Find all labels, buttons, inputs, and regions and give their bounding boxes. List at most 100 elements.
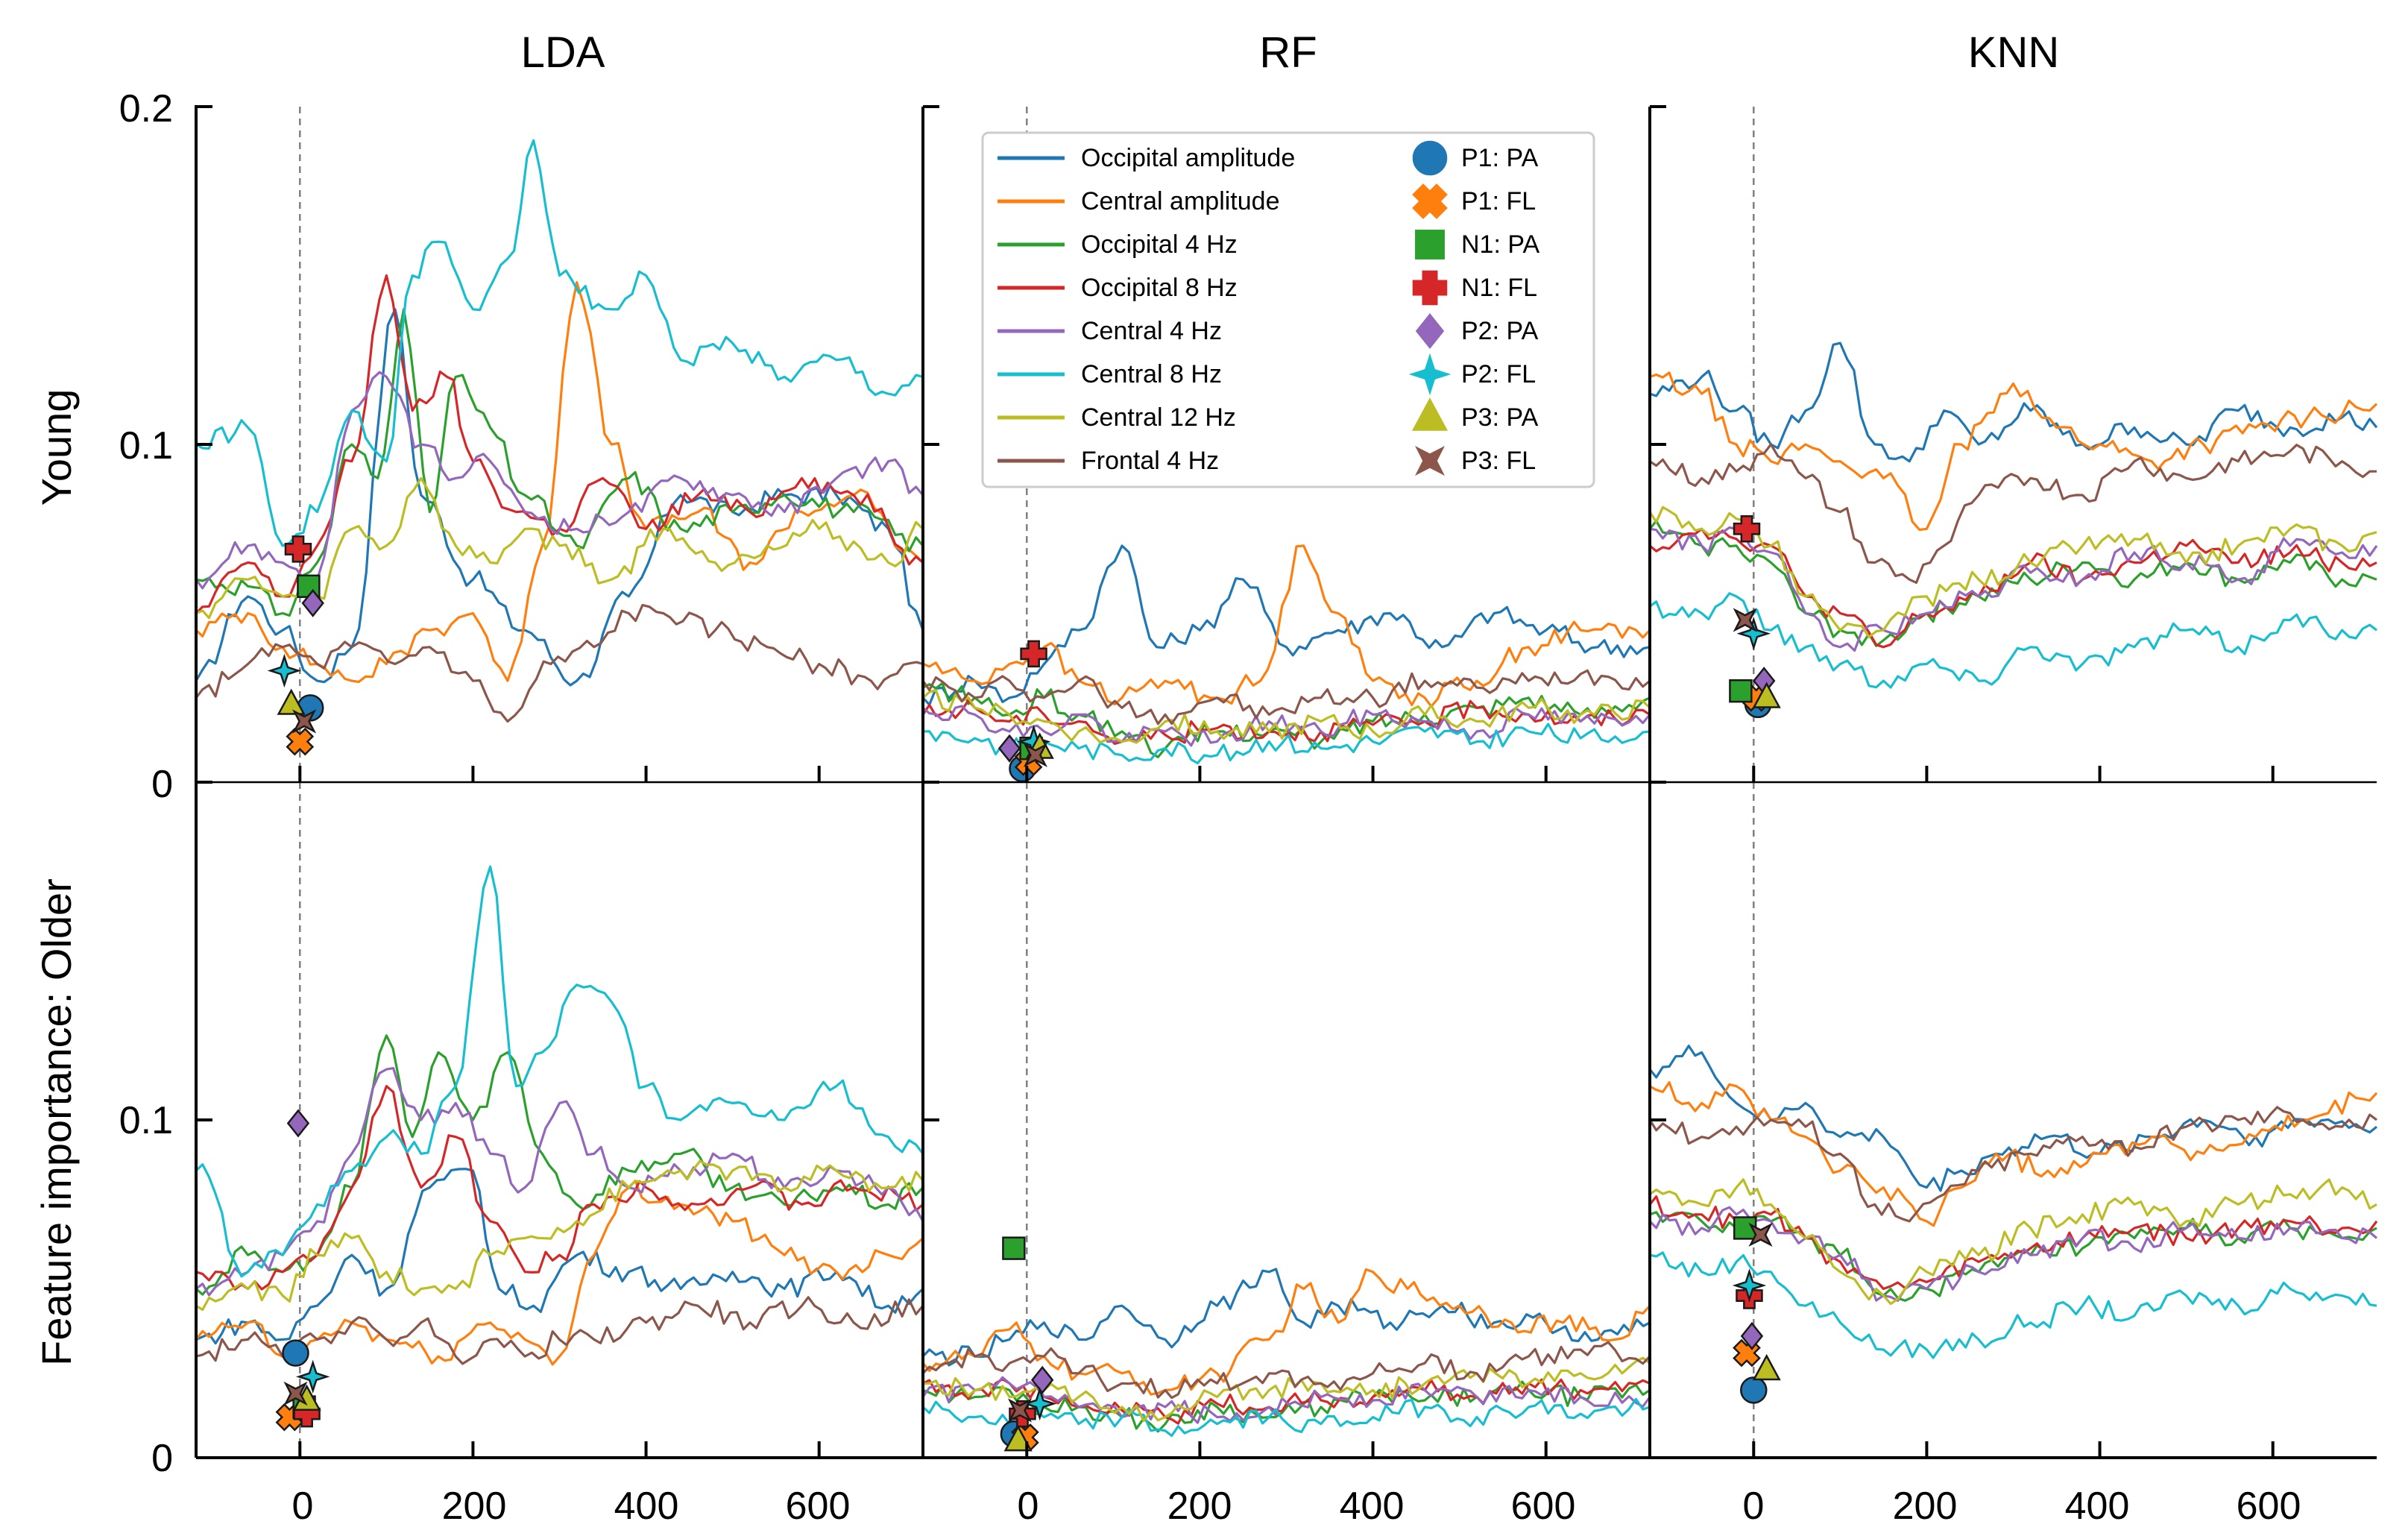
legend-label-p2-fl: P2: FL [1461,360,1536,388]
series-line-fro-4 [1648,1106,2377,1223]
marker-p2-pa [1030,1365,1054,1394]
marker-p2-pa [1740,1321,1764,1350]
x-tick-label: 600 [1511,1485,1576,1528]
legend-label-n1-pa: N1: PA [1461,230,1540,259]
series-line-cen-12 [1648,506,2377,638]
series-line-cen-12 [195,1159,924,1312]
series-line-cen-8 [1649,1251,2377,1359]
marker-n1-fl [1020,640,1047,668]
x-tick-label: 200 [1167,1485,1232,1528]
series-line-cen-4 [921,1376,1651,1424]
row-label-older: Feature importance: Older [33,878,80,1366]
series-line-cen-12 [1649,1178,2377,1306]
x-tick-label: 0 [1743,1485,1765,1528]
legend-label-central-12hz: Central 12 Hz [1081,403,1236,432]
series-line-cen-8 [195,139,924,547]
series-line-cen-4 [921,705,1651,747]
marker-n1-fl [1733,515,1761,543]
marker-p1-pa [282,1339,309,1367]
series-line-cen-4 [1649,526,2378,652]
legend-label-p2-pa: P2: PA [1461,317,1539,345]
series-line-cen-8 [195,865,924,1278]
legend-label-occipital-8hz: Occipital 8 Hz [1081,274,1238,302]
series-line-occ-8 [1648,1195,2378,1291]
x-tick-label: 600 [2237,1485,2301,1528]
legend-label-central-4hz: Central 4 Hz [1081,317,1222,345]
marker-n1-pa [1729,679,1753,703]
marker-p2-fl [1736,616,1771,651]
y-tick-label-bottom-01: 0.1 [119,1099,173,1142]
x-tick-label: 400 [2065,1485,2130,1528]
legend-label-central-8hz: Central 8 Hz [1081,360,1222,388]
marker-n1-fl [284,535,312,563]
series-line-fro-4 [195,1296,924,1365]
marker-n1-pa [1002,1236,1026,1260]
x-tick-label: 200 [442,1485,507,1528]
marker-p2-pa [301,588,324,617]
y-tick-label-top-01: 0.1 [119,424,173,468]
legend-marker-p2-fl [1408,353,1452,396]
marker-p1-pa [1740,1376,1768,1404]
marker-p3-fl [1733,608,1757,632]
legend-label-frontal-4hz: Frontal 4 Hz [1081,447,1219,475]
series-line-occ-amp [921,1268,1651,1367]
legend-label-occipital-amplitude: Occipital amplitude [1081,144,1295,172]
panel-lda-young [195,107,924,782]
series-line-cen-8 [921,1397,1651,1438]
panel-knn-older [1648,782,2378,1458]
marker-p2-pa [286,1109,310,1138]
row-label-young: Young [33,389,80,506]
panel-rf-older [921,782,1651,1458]
marker-p2-fl [1732,1268,1767,1303]
series-line-cen-amp [1649,371,2378,532]
panel-knn-young [1648,107,2378,782]
legend-label-central-amplitude: Central amplitude [1081,187,1279,215]
legend-marker-entries: P1: PA P1: FL N1: PA N1: FL P2: PA P2: F… [1408,140,1540,476]
legend-label-n1-fl: N1: FL [1461,274,1537,302]
series-line-fro-4 [921,1341,1651,1400]
marker-p3-fl [1007,1398,1033,1423]
y-tick-label-bottom-0: 0 [151,1437,173,1480]
x-tick-labels-lda: 0 200 400 600 [292,1485,851,1528]
legend: Occipital amplitude Central amplitude Oc… [981,131,1595,488]
x-tick-labels-knn: 0 200 400 600 [1743,1485,2301,1528]
marker-p2-pa [997,734,1021,763]
series-line-occ-amp [921,544,1651,706]
series-line-fro-4 [921,669,1651,725]
x-tick-label: 400 [614,1485,679,1528]
marker-p3-fl [292,709,317,734]
legend-marker-n1-pa [1415,230,1445,259]
panel-rf-young [921,107,1651,783]
marker-p2-fl [267,653,302,688]
marker-p2-fl [295,1359,330,1394]
marker-p3-pa [277,688,306,715]
series-line-occ-4 [195,308,924,617]
y-tick-label-top-0: 0 [151,763,173,806]
marker-p3-fl [1023,743,1047,767]
column-title-knn: KNN [1968,28,2059,77]
x-tick-labels-rf: 0 200 400 600 [1018,1485,1576,1528]
legend-marker-p1-pa [1412,140,1448,176]
series-line-occ-4 [922,1380,1651,1433]
x-tick-label: 400 [1340,1485,1405,1528]
series-line-fro-4 [195,603,924,723]
x-tick-label: 0 [1018,1485,1039,1528]
legend-label-p3-pa: P3: PA [1461,403,1539,432]
legend-label-occipital-4hz: Occipital 4 Hz [1081,230,1238,259]
marker-p3-pa [1752,682,1781,708]
legend-label-p3-fl: P3: FL [1461,447,1536,475]
axes [195,105,2377,1459]
marker-p3-fl [283,1381,308,1406]
marker-p2-fl [1022,1386,1057,1421]
legend-marker-p2-pa [1415,312,1445,350]
series-line-occ-amp [195,1168,924,1345]
series-line-cen-12 [921,689,1651,744]
y-tick-label-top-02: 0.2 [119,87,173,130]
panel-lda-older [195,782,924,1458]
column-title-rf: RF [1259,28,1317,77]
series-line-occ-8 [195,274,924,614]
legend-line-entries: Occipital amplitude Central amplitude Oc… [997,144,1295,475]
x-tick-label: 600 [786,1485,851,1528]
series-line-occ-4 [1648,520,2377,647]
